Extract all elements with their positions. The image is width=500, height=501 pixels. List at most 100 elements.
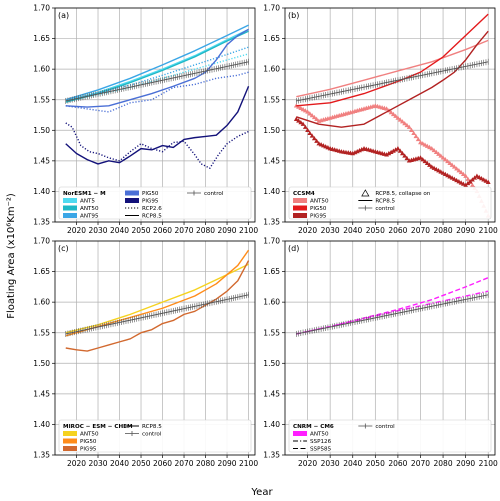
series-ant50-triangles-marker xyxy=(395,115,401,120)
y-tick-label: 1.70 xyxy=(33,4,50,13)
series-pig95-triangles-marker xyxy=(395,146,401,151)
series-pig50-solid xyxy=(65,28,249,108)
y-tick-label: 1.55 xyxy=(263,95,280,104)
series-pig50-dotted xyxy=(65,71,249,113)
legend-item-label: PIG95 xyxy=(310,214,327,220)
x-tick-label: 2030 xyxy=(321,459,340,468)
series-pig95-triangles-marker xyxy=(298,119,304,125)
legend-box xyxy=(288,419,492,453)
series-pig95-triangles-marker xyxy=(420,157,426,162)
x-tick-label: 2060 xyxy=(388,459,407,468)
x-tick-label: 2090 xyxy=(217,459,236,468)
x-tick-label: 2100 xyxy=(479,226,498,235)
y-tick-label: 1.55 xyxy=(263,328,280,337)
legend-model-name: CCSM4 xyxy=(293,191,315,197)
y-tick-label: 1.55 xyxy=(33,95,50,104)
series-ant50-triangles-marker xyxy=(470,182,475,188)
series-control-plus-line xyxy=(65,61,249,102)
legend-swatch-pig50 xyxy=(293,205,307,211)
series-ant50-triangles-marker xyxy=(409,127,414,132)
x-tick-label: 2060 xyxy=(153,459,172,468)
y-tick-label: 1.50 xyxy=(33,126,50,135)
series-pig95-triangles-marker xyxy=(393,147,399,152)
series-pig95-triangles-marker xyxy=(307,130,313,136)
series-ant50-triangles-marker xyxy=(309,113,315,118)
y-tick-label: 1.70 xyxy=(263,4,280,13)
legend-item-label: ANT5 xyxy=(80,199,95,205)
series-ant50-triangles-marker xyxy=(456,168,462,173)
x-tick-label: 2050 xyxy=(366,459,385,468)
x-axis-label: Year xyxy=(250,487,273,498)
plot-frame xyxy=(284,240,496,456)
legend-model-name: CNRM − CM6 xyxy=(293,424,334,430)
panel-label: (d) xyxy=(288,244,299,253)
series-pig95-triangles-marker xyxy=(388,149,394,154)
y-tick-label: 1.50 xyxy=(263,359,280,368)
panel-d: 2020 2030 2040 2050 2060 2070 2080 2090 2100 1.35… xyxy=(263,237,498,468)
series-pig95-triangles-marker xyxy=(305,127,310,132)
legend-swatch-ant50 xyxy=(293,198,307,203)
series-ant50-triangles-marker xyxy=(449,162,455,167)
y-tick-label: 1.60 xyxy=(263,298,280,307)
y-tick-label: 1.70 xyxy=(263,237,280,246)
panels: 2020 2030 2040 2050 2060 2070 2080 2090 21001.35… xyxy=(33,4,498,468)
x-tick-label: 2030 xyxy=(88,459,107,468)
x-tick-label: 2100 xyxy=(239,459,258,468)
series-ant50-triangles-marker xyxy=(447,160,453,166)
y-tick-label: 1.45 xyxy=(263,389,280,398)
series-ant50-triangles-marker xyxy=(397,117,403,122)
legend-item-label: RCP8.5 xyxy=(142,214,162,220)
legend-item-label: control xyxy=(375,206,395,212)
plot-frame xyxy=(54,7,256,223)
y-tick-label: 1.35 xyxy=(263,451,280,460)
legend-swatch-pig50 xyxy=(63,438,77,444)
x-tick-label: 2020 xyxy=(67,226,86,235)
x-tick-label: 2040 xyxy=(343,459,362,468)
y-tick-label: 1.60 xyxy=(33,65,50,74)
series-ant50-triangles-marker xyxy=(442,157,448,162)
legend-symbol-collapse xyxy=(361,189,370,197)
legend-model-name: NorESM1 − M xyxy=(63,191,106,197)
x-tick-label: 2070 xyxy=(411,226,430,235)
y-tick-label: 1.65 xyxy=(33,267,50,276)
x-tick-label: 2020 xyxy=(298,226,317,235)
x-tick-label: 2070 xyxy=(411,459,430,468)
series-control-plus-line xyxy=(65,294,249,335)
series-ant95-solid xyxy=(65,24,249,101)
y-tick-label: 1.35 xyxy=(33,451,50,460)
series-pig95-dotted xyxy=(65,122,249,169)
y-tick-label: 1.70 xyxy=(33,237,50,246)
series-pig95-triangles-marker xyxy=(418,155,423,160)
legend-item-label: PIG50 xyxy=(310,206,327,212)
y-tick-label: 1.40 xyxy=(263,420,280,429)
series-pig95-triangles-marker xyxy=(470,177,475,182)
legend-swatch-ant95 xyxy=(63,213,77,218)
legend-item-label: PIG50 xyxy=(80,439,97,445)
series-ant50-triangles-marker xyxy=(393,113,399,118)
series-pig95-triangles-marker xyxy=(472,175,478,180)
legend-swatch-pig95 xyxy=(63,446,77,451)
y-tick-label: 1.40 xyxy=(33,420,50,429)
series-pig95-triangles-marker xyxy=(309,133,315,138)
legend-swatch-ant50 xyxy=(63,431,77,436)
series-pig50-solid xyxy=(65,249,250,337)
series-ant50-triangles-marker xyxy=(433,149,439,154)
series-pig95-triangles-marker xyxy=(311,135,317,141)
series-pig95-triangles-marker xyxy=(296,118,301,123)
x-tick-label: 2100 xyxy=(479,459,498,468)
plot-frame xyxy=(54,240,256,456)
legend-swatch-ant5 xyxy=(63,198,77,203)
legend-item-label: PIG50 xyxy=(142,191,159,197)
x-tick-label: 2030 xyxy=(321,226,340,235)
series-pig95-triangles-marker xyxy=(384,152,390,157)
series-pig95-triangles-marker xyxy=(463,182,469,188)
series-ant50-triangles-marker xyxy=(451,164,457,169)
y-tick-label: 1.35 xyxy=(33,218,50,227)
legend-box xyxy=(58,186,252,220)
x-tick-label: 2050 xyxy=(131,226,150,235)
x-tick-label: 2050 xyxy=(366,226,385,235)
legend-item-label: RCP8.5, collapse on xyxy=(375,191,430,197)
series-ant50-triangles-marker xyxy=(460,171,466,177)
legend-box xyxy=(58,419,252,453)
